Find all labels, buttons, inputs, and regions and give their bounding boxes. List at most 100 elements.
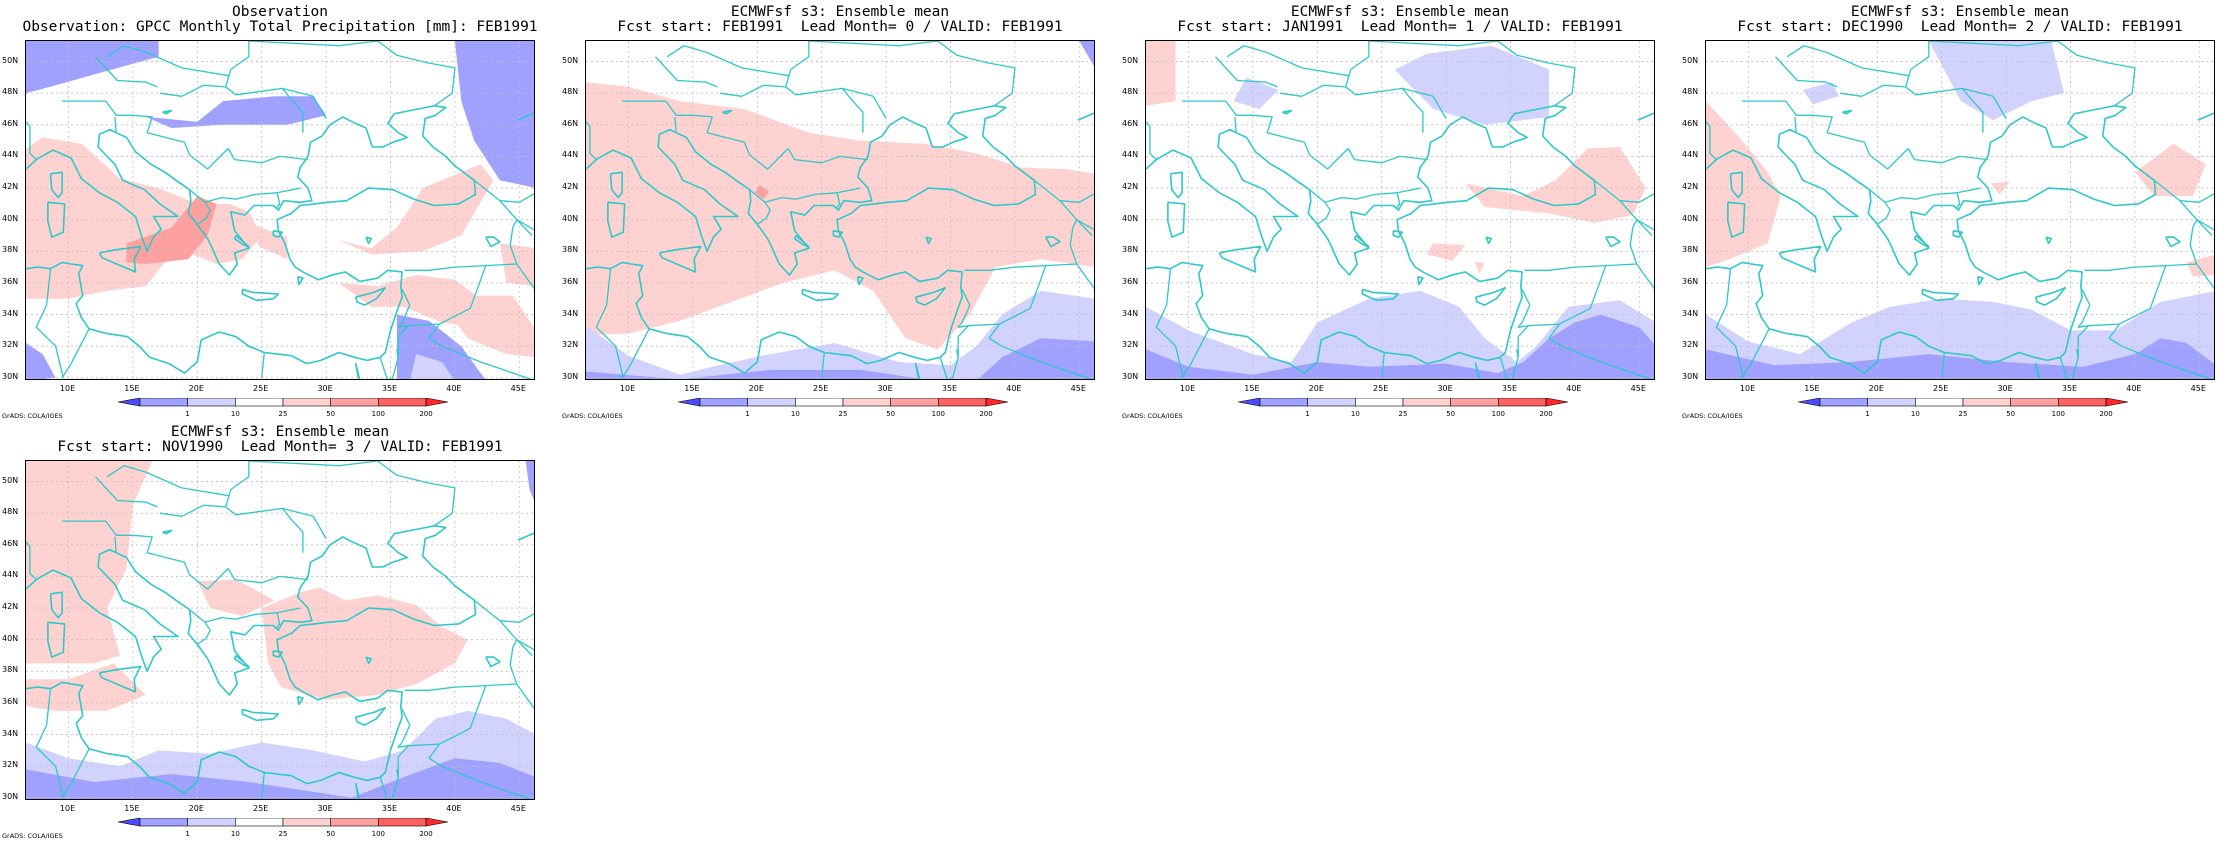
map-panel-observation: Observation Observation: GPCC Monthly Tot… <box>0 0 560 420</box>
lon-tick-label: 40E <box>1006 384 1022 393</box>
map-plot <box>25 40 535 380</box>
lat-tick-label: 30N <box>562 371 579 381</box>
coastline <box>793 234 810 248</box>
coastline <box>517 532 534 541</box>
coastline <box>1976 275 1984 286</box>
lon-tick-label: 20E <box>188 384 204 393</box>
colorbar-box <box>1867 397 1916 407</box>
country-border <box>404 639 518 691</box>
coastline <box>49 171 63 199</box>
country-border <box>428 685 487 767</box>
colorbar-box <box>330 397 379 407</box>
country-border <box>106 465 230 497</box>
country-border <box>835 192 841 210</box>
lat-tick-label: 30N <box>1122 371 1139 381</box>
coastline <box>1282 109 1293 115</box>
panel-title: ECMWFsf s3: Ensemble mean <box>170 424 390 440</box>
country-border <box>35 268 64 378</box>
country-border <box>95 476 158 508</box>
country-border <box>1741 328 1770 379</box>
country-border <box>1636 263 1654 290</box>
shaded-region <box>26 663 146 711</box>
country-border <box>227 148 309 164</box>
coastline <box>354 286 387 306</box>
coastline <box>485 236 501 248</box>
coastline <box>389 377 392 379</box>
lat-tick-label: 50N <box>2 475 19 485</box>
panel-subtitle: Fcst start: NOV1990 Lead Month= 3 / VALI… <box>57 439 503 455</box>
lon-tick-label: 15E <box>684 384 700 393</box>
country-border <box>1517 289 1560 328</box>
country-border <box>391 325 409 379</box>
coastline <box>162 109 173 115</box>
lon-tick-label: 25E <box>813 384 829 393</box>
lat-tick-label: 42N <box>2 602 19 612</box>
colorbar-box <box>1450 397 1499 407</box>
coastline <box>609 171 623 199</box>
colorbar: 1102550100200400 <box>1237 397 1600 418</box>
coastline <box>1913 234 1930 248</box>
country-border <box>441 345 533 379</box>
country-border <box>227 568 309 584</box>
lon-tick-label: 10E <box>59 804 76 813</box>
colorbar-level-label: 10 <box>1351 410 1360 418</box>
lon-tick-label: 25E <box>253 384 269 393</box>
country-border <box>248 41 378 47</box>
lat-tick-label: 30N <box>2 371 19 381</box>
map-panel-lead-3: ECMWFsf s3: Ensemble mean Fcst start: NOV… <box>0 420 560 840</box>
country-border <box>1905 86 1984 133</box>
lon-tick-label: 35E <box>941 384 958 393</box>
lon-tick-label: 20E <box>748 384 764 393</box>
coastline <box>517 112 534 121</box>
country-border <box>35 688 64 798</box>
coastline <box>241 288 280 302</box>
lat-tick-label: 44N <box>1122 150 1139 160</box>
country-border <box>821 352 825 378</box>
country-border <box>404 219 518 271</box>
lon-tick-label: 30E <box>317 384 333 393</box>
country-border <box>26 121 37 161</box>
country-border <box>391 745 409 799</box>
country-border <box>1794 116 1797 133</box>
lat-tick-label: 48N <box>1682 87 1699 97</box>
country-border <box>2196 263 2214 290</box>
country-border <box>957 289 1000 328</box>
country-border <box>1715 268 1744 378</box>
country-border <box>1775 56 1838 88</box>
country-border <box>1548 265 1607 347</box>
country-border <box>275 192 281 210</box>
coastline <box>296 695 304 706</box>
country-border <box>1324 187 1421 203</box>
panel-title: Observation <box>231 4 329 20</box>
country-border <box>1511 325 1529 379</box>
lat-tick-label: 48N <box>2 87 19 97</box>
country-border <box>1869 189 1891 225</box>
colorbar-level-label: 10 <box>231 410 240 418</box>
colorbar-level-label: 25 <box>1399 410 1408 418</box>
lat-tick-label: 44N <box>562 150 579 160</box>
country-border <box>61 328 90 379</box>
lon-tick-label: 20E <box>1308 384 1324 393</box>
country-border <box>397 289 440 328</box>
colorbar: 1102550100200400 <box>677 397 1040 418</box>
coastline <box>925 236 933 245</box>
colorbar-level-label: 200 <box>419 410 432 418</box>
lat-tick-label: 32N <box>2 340 19 350</box>
lat-tick-label: 34N <box>562 308 579 318</box>
coastline <box>354 362 361 379</box>
lon-tick-label: 40E <box>446 384 462 393</box>
lon-tick-label: 15E <box>124 384 140 393</box>
lat-tick-label: 44N <box>1682 150 1699 160</box>
coastline <box>586 105 1037 374</box>
country-border <box>1368 41 1498 47</box>
country-border <box>1636 219 1654 231</box>
lon-tick-label: 40E <box>2126 384 2142 393</box>
lat-tick-label: 46N <box>1122 118 1139 128</box>
country-border <box>1593 179 1654 203</box>
country-border <box>719 84 786 97</box>
country-border <box>516 219 534 231</box>
country-border <box>189 189 211 225</box>
lat-tick-label: 42N <box>1122 182 1139 192</box>
country-border <box>1499 357 1508 379</box>
map-plot <box>1705 40 2215 380</box>
